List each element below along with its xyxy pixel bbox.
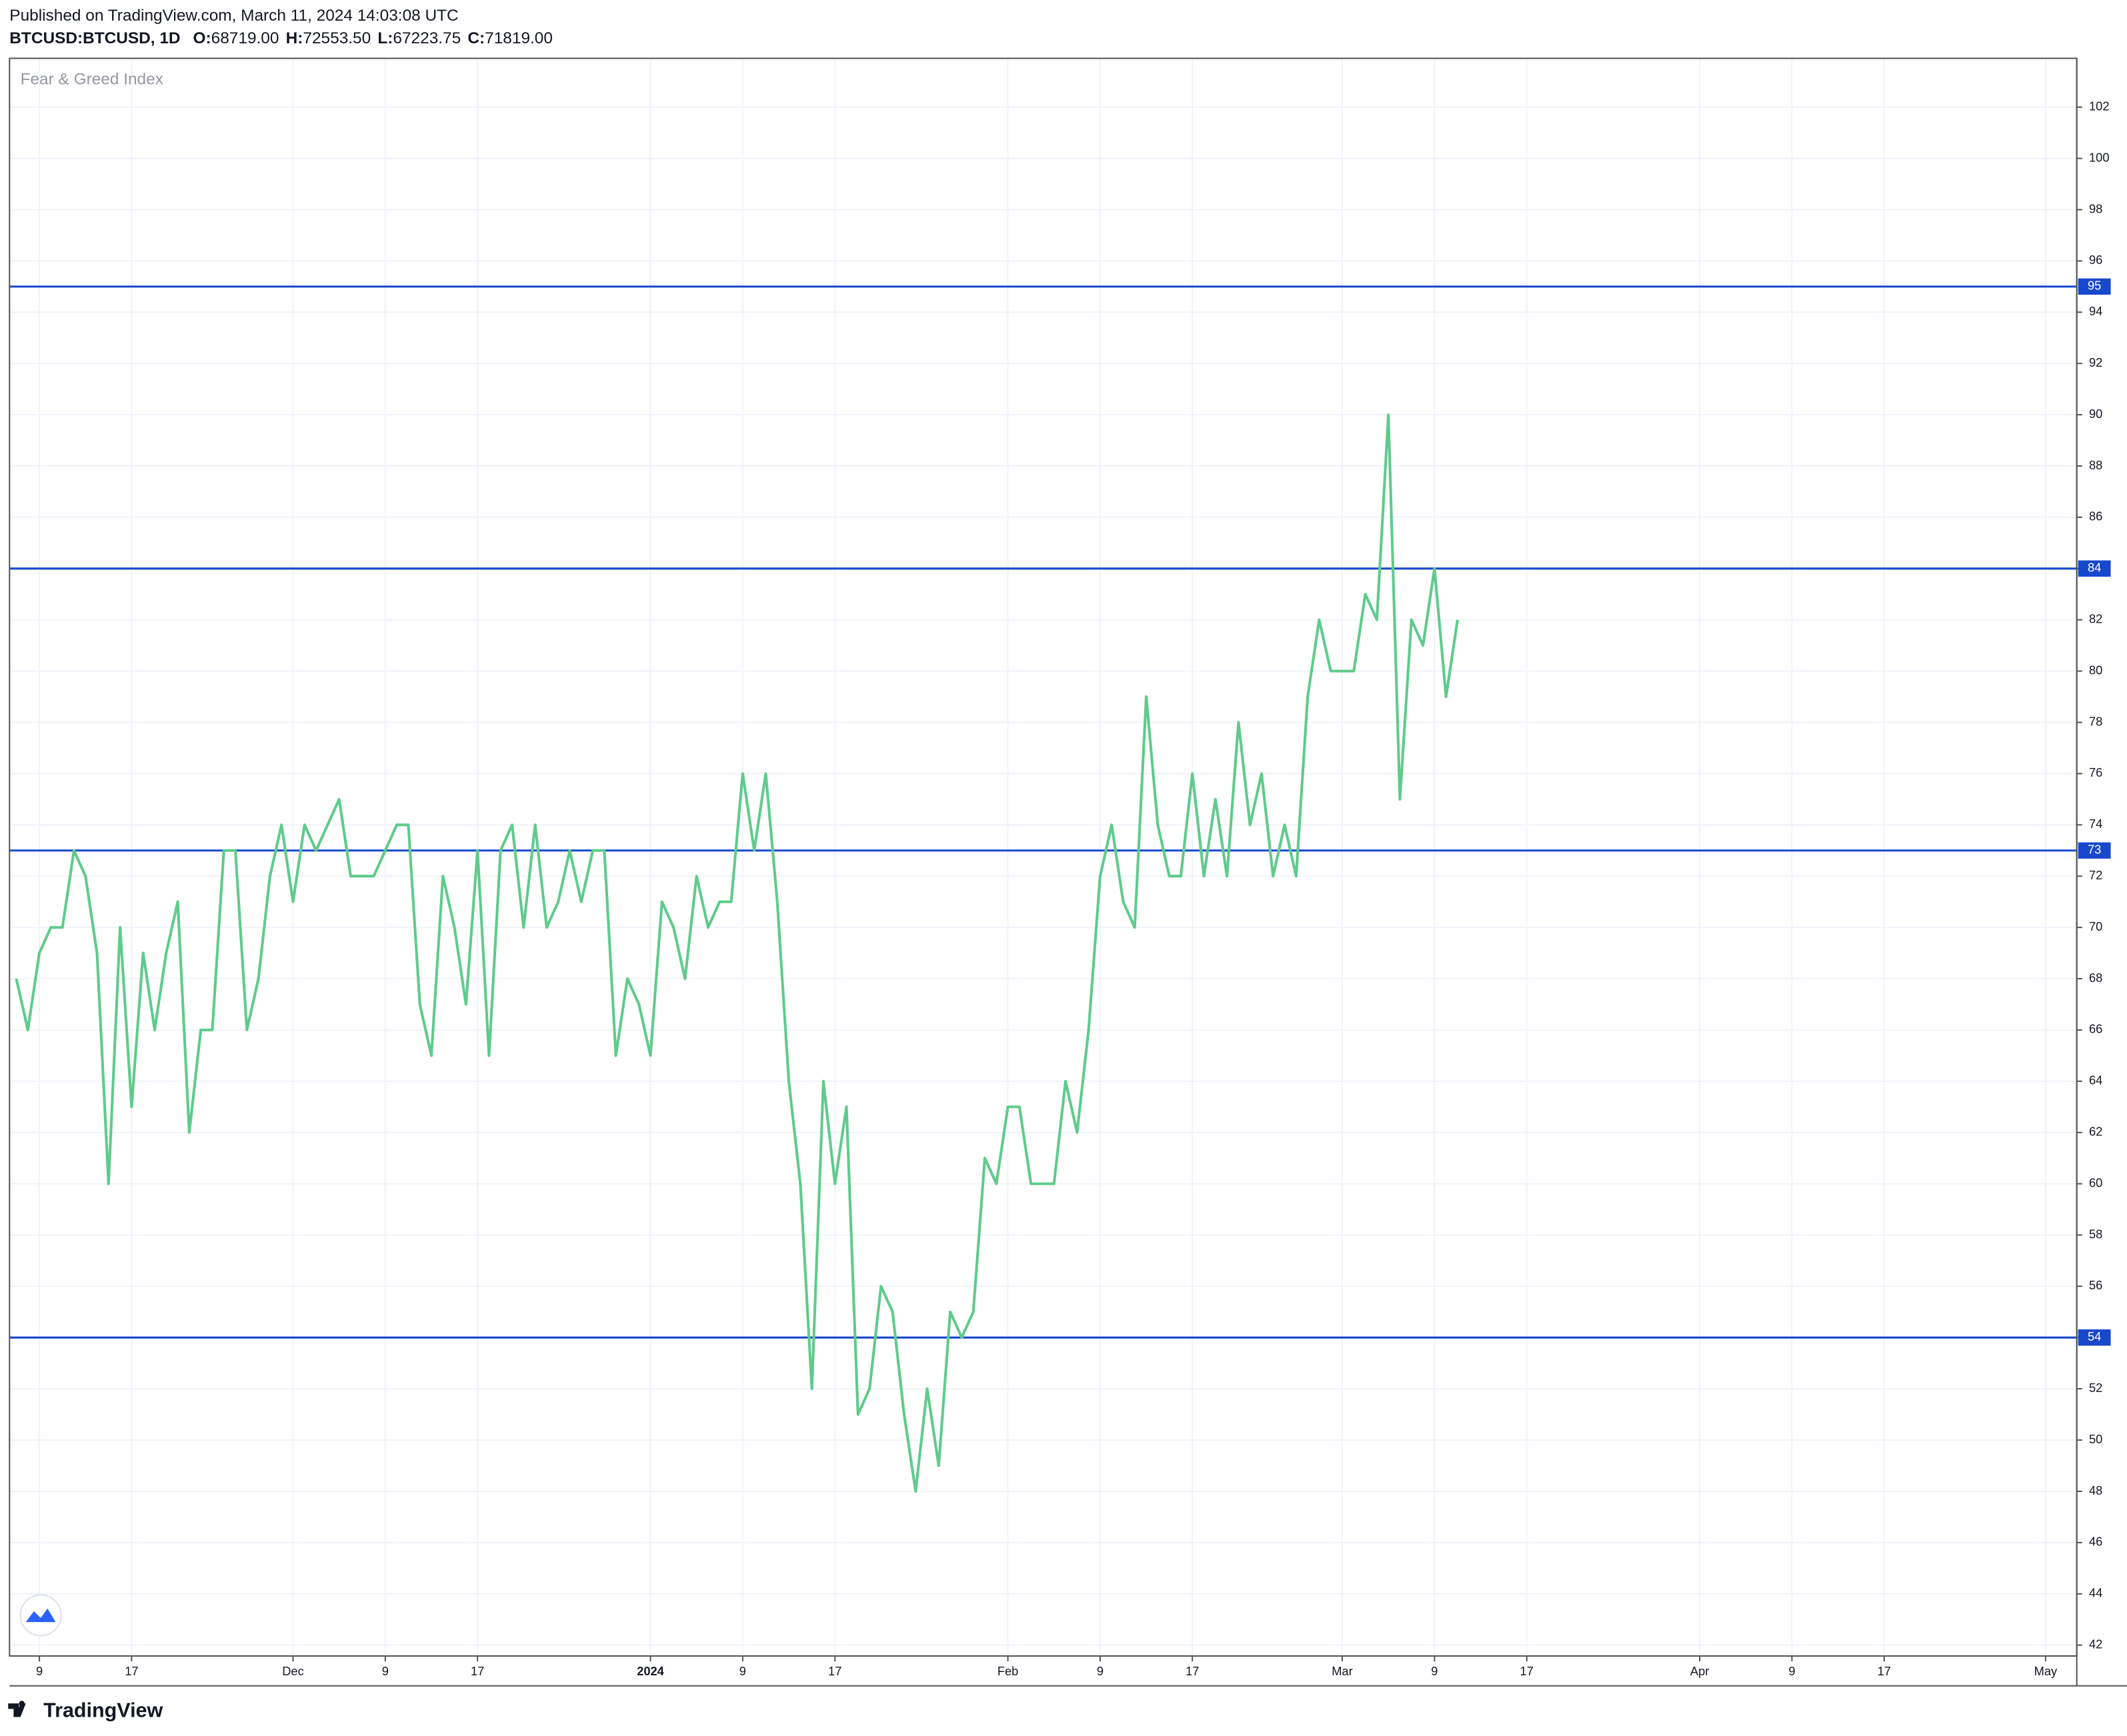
level-label-box [2078, 560, 2111, 577]
y-tick-label: 64 [2089, 1073, 2102, 1087]
ohlc-value: 71819.00 [485, 29, 553, 47]
y-tick-label: 74 [2089, 817, 2102, 831]
x-tick-label: 17 [828, 1664, 841, 1678]
x-tick-label: 17 [1186, 1664, 1199, 1678]
y-tick-label: 94 [2089, 304, 2102, 318]
pane-title: Fear & Greed Index [21, 70, 163, 88]
x-tick-label: 9 [36, 1664, 43, 1678]
level-label-box [2078, 1329, 2111, 1346]
ohlc-value: 72553.50 [303, 29, 371, 47]
level-label-box [2078, 842, 2111, 859]
ohlc-value: 67223.75 [393, 29, 461, 47]
ohlc-value: 68719.00 [211, 29, 279, 47]
brand-name: TradingView [43, 1699, 163, 1721]
y-tick-label: 70 [2089, 919, 2102, 933]
y-tick-label: 88 [2089, 458, 2102, 472]
x-tick-label: 17 [125, 1664, 138, 1678]
x-tick-label: Apr [1690, 1664, 1709, 1678]
published-line: Published on TradingView.com, March 11, … [9, 7, 458, 25]
level-label: 54 [2088, 1329, 2101, 1343]
badge-circle[interactable] [19, 1594, 62, 1637]
y-tick-label: 56 [2089, 1278, 2102, 1292]
x-tick-label: May [2034, 1664, 2058, 1678]
y-tick-label: 98 [2089, 201, 2102, 215]
x-tick-label: 9 [1431, 1664, 1438, 1678]
y-tick-label: 86 [2089, 509, 2102, 523]
x-tick-label: 9 [739, 1664, 746, 1678]
y-tick-label: 52 [2089, 1381, 2102, 1395]
ohlc-label: L: [377, 29, 393, 47]
x-tick-label: Feb [997, 1664, 1019, 1678]
x-tick-label: Mar [1332, 1664, 1353, 1678]
level-label: 95 [2088, 279, 2101, 293]
y-tick-label: 96 [2089, 253, 2102, 267]
y-tick-label: 92 [2089, 355, 2102, 369]
y-tick-label: 46 [2089, 1535, 2102, 1549]
y-tick-label: 100 [2089, 150, 2110, 164]
y-tick-label: 60 [2089, 1175, 2102, 1189]
y-tick-label: 82 [2089, 612, 2102, 626]
y-tick-label: 78 [2089, 714, 2102, 728]
ohlc-label: C: [467, 29, 485, 47]
symbol: BTCUSD:BTCUSD, 1D [9, 29, 180, 47]
ohlc-label: H: [286, 29, 303, 47]
level-label: 73 [2088, 843, 2101, 857]
tv-badge[interactable] [19, 1594, 62, 1637]
x-tick-label: 9 [1097, 1664, 1104, 1678]
level-label: 84 [2088, 561, 2101, 575]
y-tick-label: 42 [2089, 1637, 2102, 1651]
y-tick-label: 80 [2089, 663, 2102, 677]
x-tick-label: Dec [282, 1664, 304, 1678]
y-tick-label: 90 [2089, 407, 2102, 421]
level-label-box [2078, 278, 2111, 295]
x-tick-label: 2024 [637, 1664, 665, 1678]
ohlc-label: O: [193, 29, 211, 47]
x-tick-label: 9 [1788, 1664, 1795, 1678]
symbol-line: BTCUSD:BTCUSD, 1D O:68719.00 H:72553.50 L:… [9, 29, 553, 47]
y-tick-label: 62 [2089, 1125, 2102, 1139]
x-tick-label: 17 [471, 1664, 484, 1678]
plot-area [9, 58, 2077, 1656]
logo-mark [8, 1701, 26, 1717]
y-tick-label: 48 [2089, 1483, 2102, 1497]
badge-icon [25, 1608, 56, 1623]
y-tick-label: 68 [2089, 971, 2102, 985]
y-tick-label: 72 [2089, 868, 2102, 882]
y-tick-label: 50 [2089, 1432, 2102, 1446]
x-tick-label: 17 [1520, 1664, 1534, 1678]
y-tick-label: 58 [2089, 1227, 2102, 1241]
brand-logo: TradingView [8, 1699, 163, 1721]
x-tick-label: 9 [382, 1664, 389, 1678]
x-tick-label: 17 [1878, 1664, 1891, 1678]
y-tick-label: 102 [2089, 99, 2110, 113]
y-tick-label: 44 [2089, 1586, 2102, 1600]
y-tick-label: 66 [2089, 1022, 2102, 1036]
index-line [15, 413, 1459, 1493]
y-tick-label: 76 [2089, 765, 2102, 779]
